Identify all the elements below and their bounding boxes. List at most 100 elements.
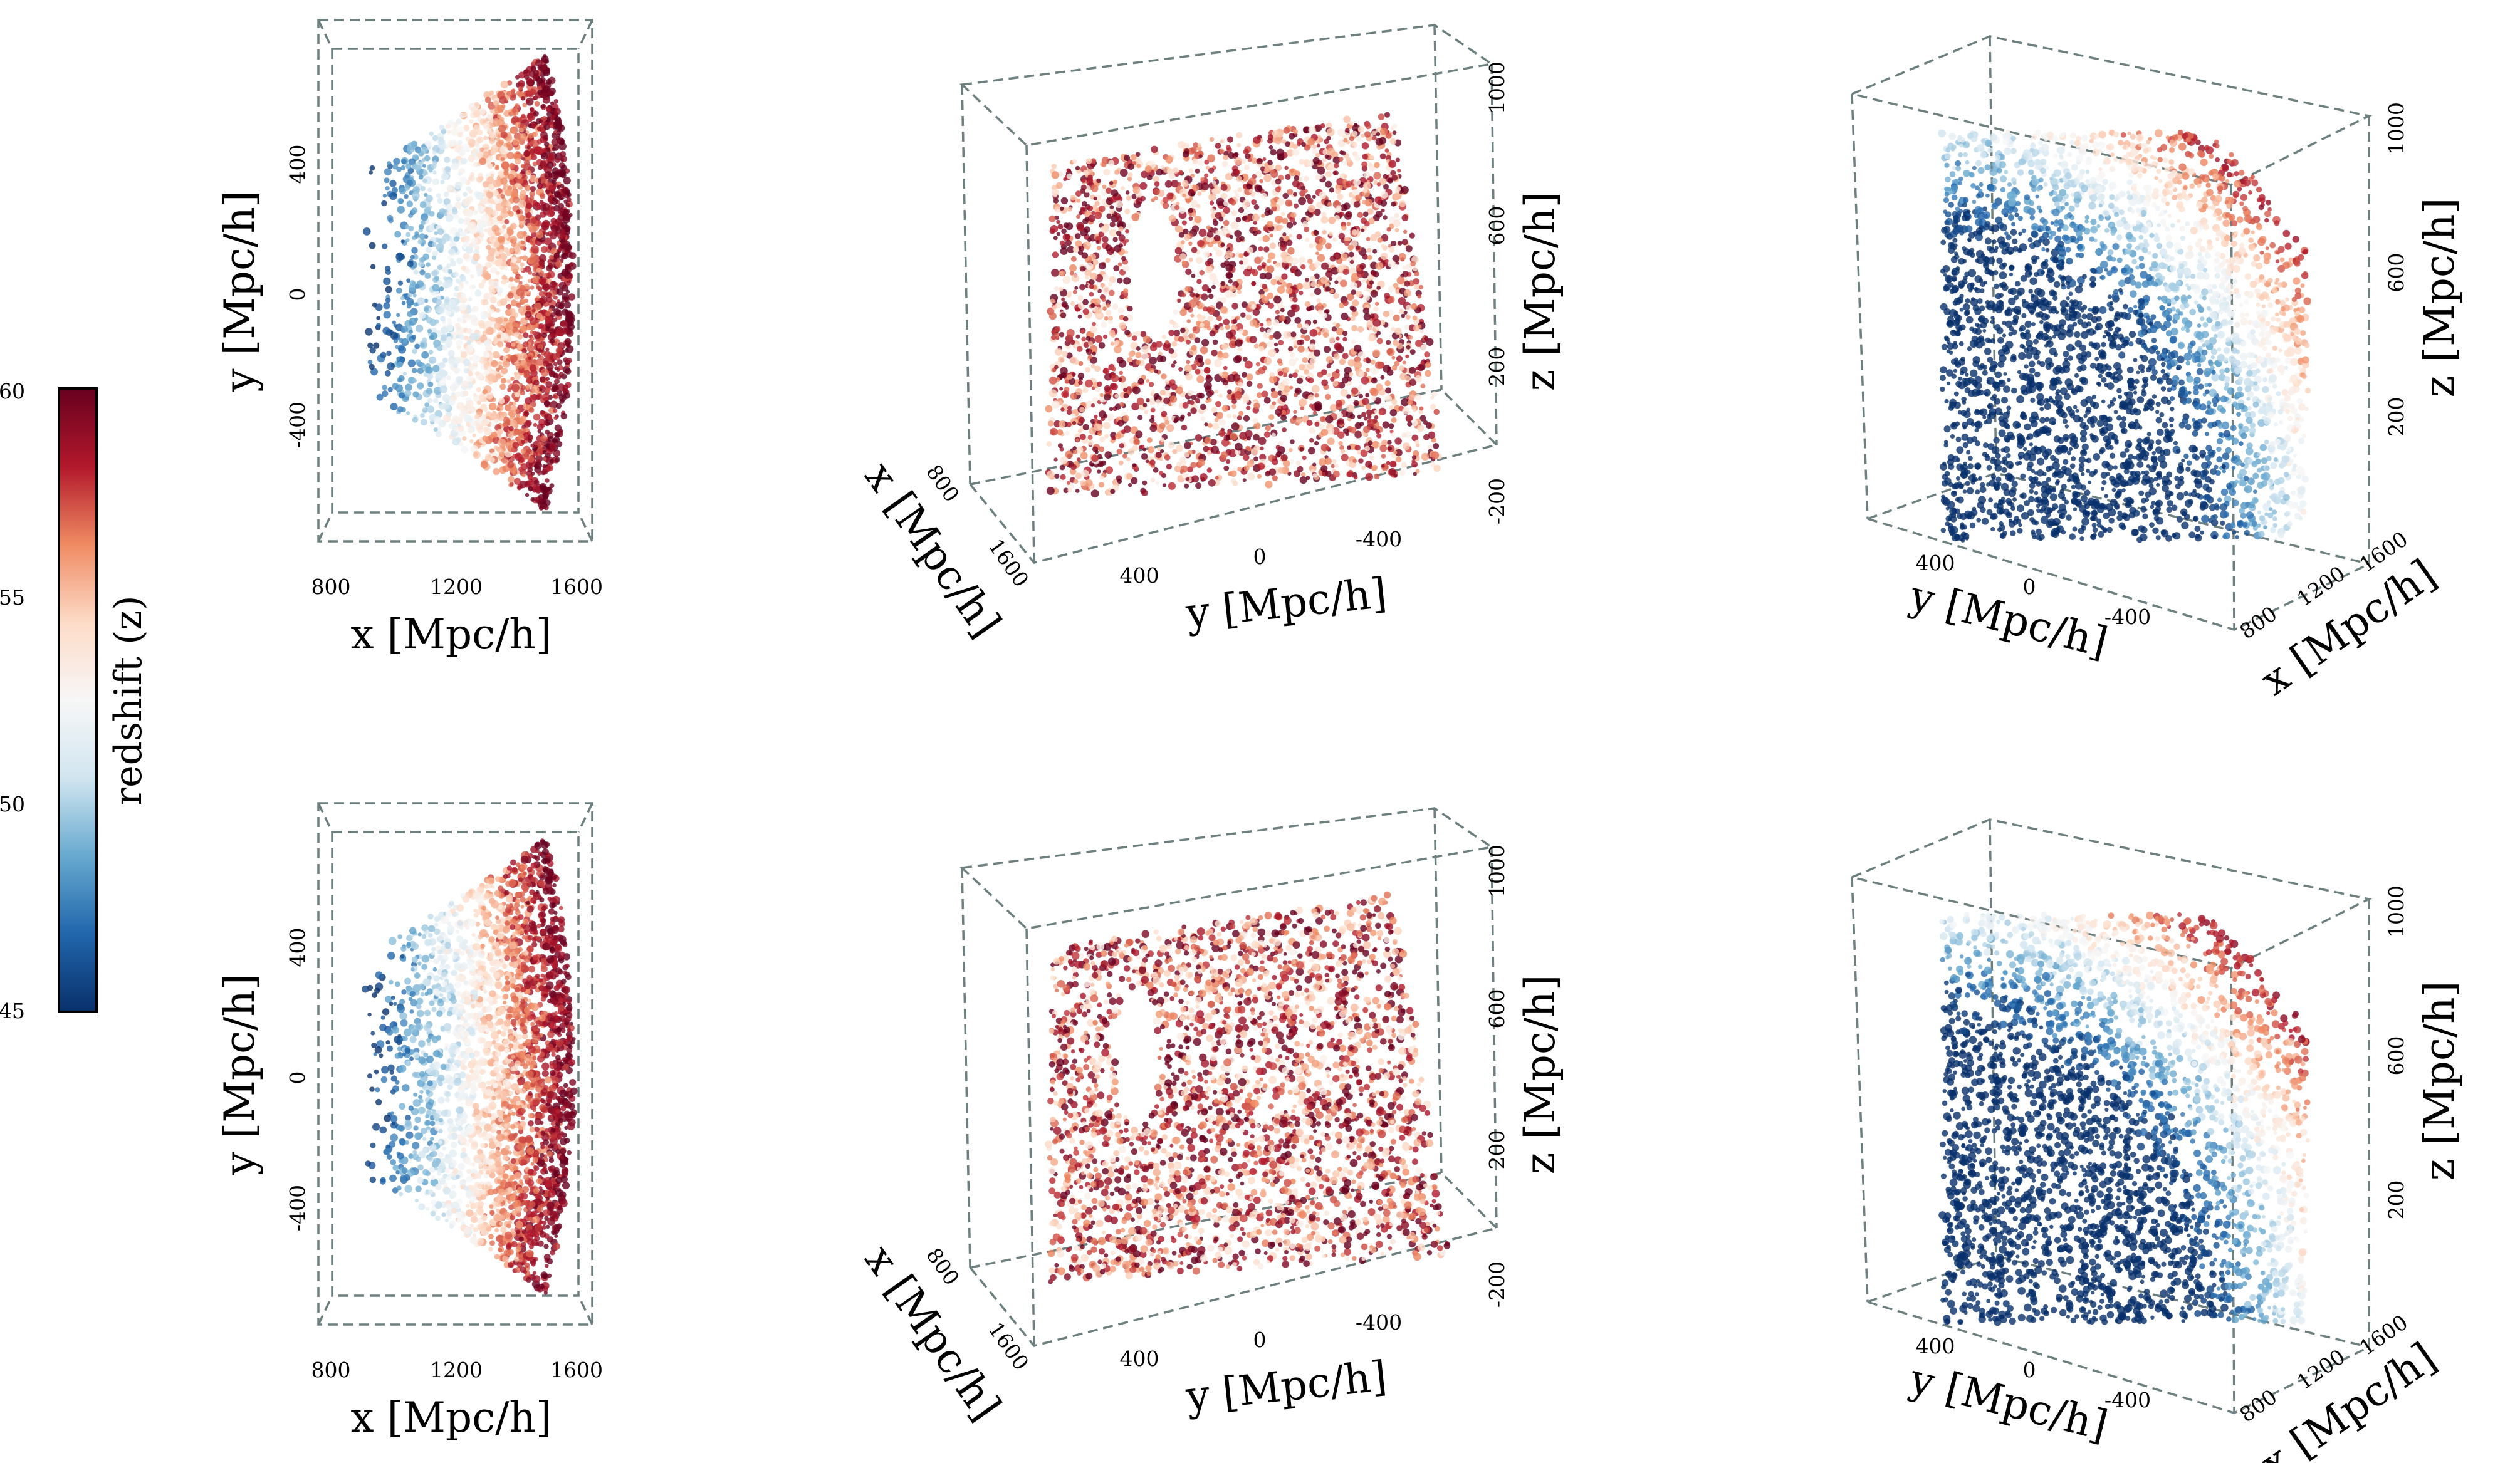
galaxy-point [388, 217, 394, 223]
galaxy-point [1102, 236, 1108, 242]
galaxy-point [1154, 196, 1158, 200]
galaxy-point [1226, 459, 1230, 464]
galaxy-point [545, 377, 550, 381]
galaxy-point [446, 123, 451, 129]
galaxy-point [1263, 246, 1269, 252]
galaxy-point [1372, 465, 1378, 471]
galaxy-point [1310, 329, 1318, 337]
galaxy-point [1053, 236, 1058, 240]
galaxy-point [412, 368, 417, 373]
galaxy-point [1080, 266, 1085, 272]
galaxy-point [421, 419, 427, 425]
galaxy-point [1191, 475, 1199, 482]
galaxy-point [1114, 170, 1119, 175]
galaxy-point [421, 351, 429, 359]
galaxy-point [1129, 351, 1134, 357]
galaxy-point [473, 361, 478, 365]
galaxy-point [1337, 276, 1342, 280]
galaxy-point [1221, 452, 1228, 459]
galaxy-point [498, 125, 506, 133]
colorbar-tick: 0.60 [0, 379, 25, 403]
galaxy-point [1228, 152, 1234, 159]
galaxy-point [398, 346, 406, 354]
galaxy-point [513, 197, 520, 204]
galaxy-point [550, 312, 555, 317]
galaxy-point [536, 77, 543, 84]
y-tick: 400 [285, 145, 310, 184]
galaxy-point [1356, 137, 1361, 142]
galaxy-point [508, 433, 513, 439]
galaxy-point [1307, 198, 1314, 204]
galaxy-point [507, 152, 515, 159]
galaxy-point [509, 277, 514, 282]
galaxy-point [1094, 212, 1102, 219]
galaxy-point [1381, 191, 1388, 199]
galaxy-point [1331, 459, 1336, 464]
galaxy-point [1325, 471, 1331, 477]
galaxy-point [1186, 198, 1191, 204]
galaxy-point [1315, 174, 1321, 180]
galaxy-point [1234, 157, 1242, 165]
galaxy-point [1211, 350, 1218, 357]
galaxy-point [1075, 233, 1081, 239]
galaxy-point [1321, 429, 1328, 436]
galaxy-point [380, 352, 387, 358]
galaxy-point [1334, 353, 1340, 360]
galaxy-point [523, 341, 528, 347]
galaxy-point [541, 65, 546, 70]
galaxy-point [1327, 373, 1331, 377]
galaxy-point [1235, 193, 1239, 197]
galaxy-point [1377, 338, 1383, 344]
galaxy-point [1144, 410, 1148, 414]
galaxy-point [1338, 441, 1343, 446]
galaxy-point [478, 283, 484, 289]
galaxy-point [1278, 371, 1283, 376]
galaxy-point [511, 343, 515, 347]
galaxy-point [517, 231, 525, 239]
galaxy-point [474, 102, 479, 107]
galaxy-point [1225, 325, 1230, 330]
galaxy-point [1424, 351, 1430, 357]
galaxy-point [1244, 466, 1250, 471]
galaxy-point [1385, 380, 1391, 386]
galaxy-point [426, 247, 432, 253]
galaxy-point [1132, 335, 1137, 341]
galaxy-point [442, 394, 450, 402]
galaxy-point [497, 114, 501, 118]
galaxy-point [546, 107, 551, 112]
galaxy-point [526, 170, 531, 175]
galaxy-point [528, 133, 533, 139]
galaxy-point [1347, 472, 1352, 477]
galaxy-point [543, 135, 548, 140]
galaxy-point [1298, 197, 1306, 206]
galaxy-point [549, 442, 556, 449]
galaxy-point [502, 224, 506, 229]
galaxy-point [1215, 212, 1222, 219]
galaxy-point [432, 135, 439, 142]
galaxy-point [486, 327, 494, 335]
galaxy-point [1156, 481, 1159, 485]
galaxy-point [1227, 414, 1231, 418]
galaxy-point [405, 390, 412, 397]
galaxy-point [461, 293, 466, 298]
galaxy-point [1055, 333, 1059, 337]
galaxy-point [1208, 168, 1214, 174]
galaxy-point [477, 227, 483, 234]
galaxy-point [1126, 195, 1132, 201]
galaxy-point [1060, 207, 1064, 211]
galaxy-point [555, 261, 562, 268]
galaxy-point [463, 192, 468, 197]
galaxy-point [446, 263, 451, 268]
galaxy-point [1397, 276, 1405, 284]
galaxy-point [1168, 442, 1175, 449]
galaxy-point [516, 174, 522, 179]
galaxy-point [1118, 263, 1122, 266]
galaxy-point [1388, 447, 1392, 451]
galaxy-point [444, 283, 449, 288]
galaxy-point [381, 200, 387, 206]
galaxy-point [533, 414, 540, 420]
galaxy-point [1060, 407, 1065, 412]
galaxy-point [557, 374, 562, 380]
galaxy-point [1275, 310, 1280, 314]
galaxy-point [1368, 162, 1372, 167]
